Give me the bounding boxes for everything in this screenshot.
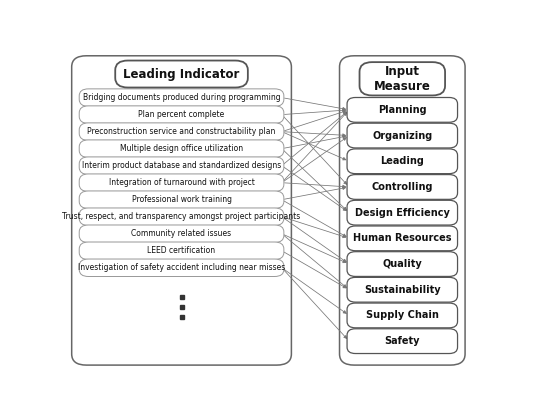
Text: Multiple design office utilization: Multiple design office utilization bbox=[120, 144, 243, 153]
Text: Preconstruction service and constructability plan: Preconstruction service and constructabi… bbox=[87, 127, 276, 136]
FancyBboxPatch shape bbox=[115, 61, 248, 87]
Text: Organizing: Organizing bbox=[372, 131, 433, 140]
FancyBboxPatch shape bbox=[347, 149, 457, 173]
FancyBboxPatch shape bbox=[347, 277, 457, 302]
Text: Plan percent complete: Plan percent complete bbox=[138, 110, 225, 119]
FancyBboxPatch shape bbox=[347, 226, 457, 251]
FancyBboxPatch shape bbox=[347, 98, 457, 122]
Text: Investigation of safety accident including near misses: Investigation of safety accident includi… bbox=[78, 263, 285, 272]
FancyBboxPatch shape bbox=[79, 174, 284, 192]
FancyBboxPatch shape bbox=[79, 123, 284, 140]
FancyBboxPatch shape bbox=[347, 252, 457, 276]
Text: Human Resources: Human Resources bbox=[353, 233, 451, 243]
FancyBboxPatch shape bbox=[360, 62, 445, 96]
FancyBboxPatch shape bbox=[79, 259, 284, 276]
Text: Controlling: Controlling bbox=[372, 182, 433, 192]
Text: Bridging documents produced during programming: Bridging documents produced during progr… bbox=[83, 93, 280, 102]
FancyBboxPatch shape bbox=[347, 303, 457, 328]
Text: Safety: Safety bbox=[384, 336, 420, 346]
Text: Quality: Quality bbox=[382, 259, 422, 269]
Text: Community related issues: Community related issues bbox=[131, 229, 232, 238]
FancyBboxPatch shape bbox=[79, 225, 284, 242]
FancyBboxPatch shape bbox=[79, 140, 284, 157]
FancyBboxPatch shape bbox=[79, 191, 284, 208]
FancyBboxPatch shape bbox=[72, 56, 292, 365]
FancyBboxPatch shape bbox=[79, 89, 284, 106]
Text: Interim product database and standardized designs: Interim product database and standardize… bbox=[82, 161, 281, 170]
Text: Leading: Leading bbox=[380, 156, 424, 166]
Text: LEED certification: LEED certification bbox=[147, 246, 215, 255]
Text: Integration of turnaround with project: Integration of turnaround with project bbox=[109, 178, 254, 187]
FancyBboxPatch shape bbox=[347, 175, 457, 199]
FancyBboxPatch shape bbox=[347, 329, 457, 353]
Text: Professional work training: Professional work training bbox=[132, 195, 232, 204]
Text: Input
Measure: Input Measure bbox=[374, 65, 431, 93]
Text: Supply Chain: Supply Chain bbox=[366, 311, 438, 321]
FancyBboxPatch shape bbox=[79, 157, 284, 174]
FancyBboxPatch shape bbox=[79, 242, 284, 260]
FancyBboxPatch shape bbox=[347, 200, 457, 225]
Text: Planning: Planning bbox=[378, 105, 427, 115]
Text: Trust, respect, and transparency amongst project participants: Trust, respect, and transparency amongst… bbox=[63, 212, 301, 221]
Text: Sustainability: Sustainability bbox=[364, 285, 441, 295]
FancyBboxPatch shape bbox=[347, 123, 457, 148]
FancyBboxPatch shape bbox=[340, 56, 465, 365]
Text: Design Efficiency: Design Efficiency bbox=[355, 208, 450, 218]
Text: Leading Indicator: Leading Indicator bbox=[123, 68, 240, 80]
FancyBboxPatch shape bbox=[79, 208, 284, 225]
FancyBboxPatch shape bbox=[79, 106, 284, 123]
